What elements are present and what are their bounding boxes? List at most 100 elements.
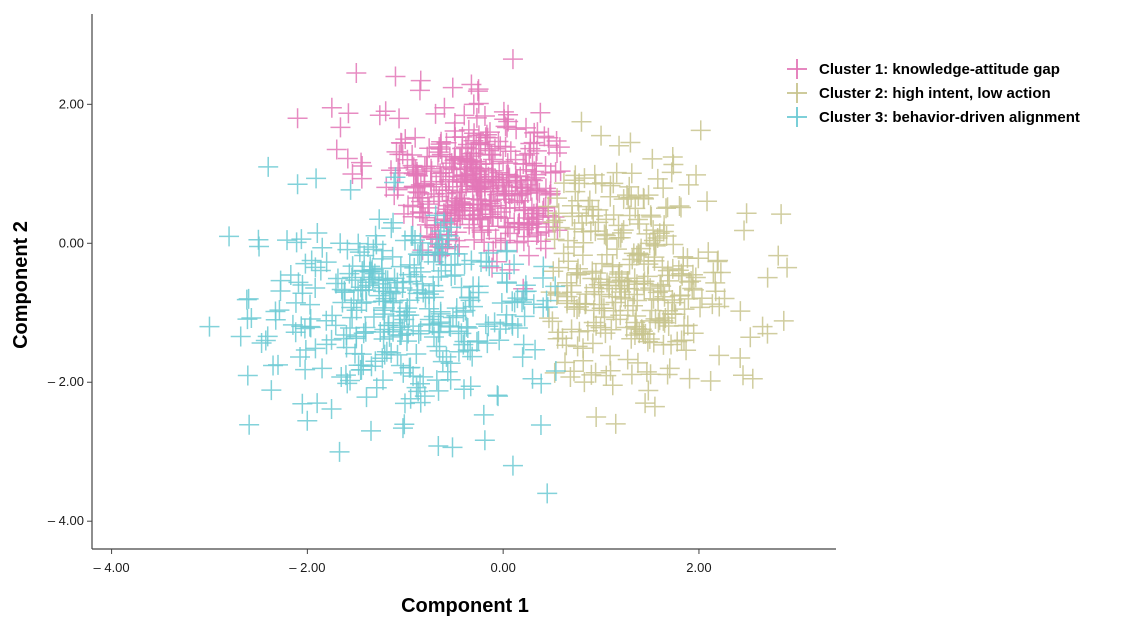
scatter-point bbox=[397, 149, 418, 170]
series-3 bbox=[199, 156, 566, 504]
scatter-point bbox=[568, 258, 589, 279]
scatter-point bbox=[617, 349, 638, 370]
scatter-point bbox=[237, 365, 258, 386]
scatter-point bbox=[334, 282, 355, 303]
scatter-point bbox=[376, 177, 397, 198]
scatter-point bbox=[335, 365, 356, 386]
scatter-point bbox=[626, 305, 647, 326]
scatter-point bbox=[403, 316, 424, 337]
scatter-point bbox=[730, 348, 751, 369]
scatter-point bbox=[502, 291, 523, 312]
scatter-point bbox=[459, 287, 480, 308]
scatter-point bbox=[513, 334, 534, 355]
scatter-point bbox=[237, 309, 258, 330]
scatter-point bbox=[337, 148, 358, 169]
scatter-point bbox=[466, 107, 487, 128]
scatter-point bbox=[444, 264, 465, 285]
scatter-point bbox=[674, 299, 695, 320]
scatter-point bbox=[384, 172, 405, 193]
scatter-point bbox=[410, 392, 431, 413]
scatter-point bbox=[458, 119, 479, 140]
scatter-point bbox=[424, 281, 445, 302]
legend-marker bbox=[787, 83, 807, 103]
scatter-point bbox=[504, 254, 525, 275]
scatter-point bbox=[402, 225, 423, 246]
scatter-point bbox=[594, 224, 615, 245]
scatter-point bbox=[321, 329, 342, 350]
scatter-point bbox=[455, 137, 476, 158]
scatter-point bbox=[294, 318, 315, 339]
scatter-point bbox=[567, 190, 588, 211]
scatter-point bbox=[291, 229, 312, 250]
legend-item: Cluster 3: behavior-driven alignment bbox=[787, 107, 1080, 127]
scatter-point bbox=[697, 191, 718, 212]
scatter-point bbox=[295, 253, 316, 274]
scatter-point bbox=[450, 166, 471, 187]
scatter-point bbox=[515, 275, 536, 296]
scatter-point bbox=[355, 317, 376, 338]
scatter-point bbox=[643, 288, 664, 309]
scatter-point bbox=[591, 284, 612, 305]
scatter-point bbox=[219, 226, 240, 247]
scatter-point bbox=[391, 133, 412, 154]
scatter-point bbox=[505, 166, 526, 187]
scatter-point bbox=[606, 162, 627, 183]
scatter-point bbox=[603, 300, 624, 321]
scatter-point bbox=[496, 273, 517, 294]
scatter-point bbox=[399, 357, 420, 378]
scatter-point bbox=[571, 111, 592, 132]
scatter-point bbox=[370, 322, 391, 343]
scatter-point bbox=[621, 187, 642, 208]
scatter-point bbox=[606, 239, 627, 260]
scatter-point bbox=[404, 257, 425, 278]
scatter-point bbox=[777, 257, 798, 278]
scatter-point bbox=[575, 294, 596, 315]
scatter-point bbox=[435, 209, 456, 230]
legend-label: Cluster 3: behavior-driven alignment bbox=[819, 109, 1080, 126]
scatter-point bbox=[429, 136, 450, 157]
scatter-point bbox=[442, 437, 463, 458]
scatter-point bbox=[469, 164, 490, 185]
scatter-point bbox=[249, 236, 270, 257]
scatter-point bbox=[428, 380, 449, 401]
scatter-point bbox=[431, 244, 452, 265]
scatter-point bbox=[736, 203, 757, 224]
scatter-point bbox=[616, 185, 637, 206]
scatter-point bbox=[733, 365, 753, 386]
scatter-point bbox=[676, 340, 697, 361]
scatter-point bbox=[507, 232, 528, 253]
scatter-point bbox=[306, 168, 327, 189]
scatter-point bbox=[442, 307, 463, 328]
scatter-point bbox=[392, 418, 413, 439]
scatter-point bbox=[653, 221, 674, 242]
scatter-point bbox=[422, 315, 443, 336]
scatter-point bbox=[436, 156, 457, 177]
x-axis-title: Component 1 bbox=[401, 595, 529, 617]
scatter-point bbox=[553, 243, 574, 264]
scatter-point bbox=[399, 254, 420, 275]
scatter-point bbox=[425, 103, 446, 124]
scatter-point bbox=[361, 356, 382, 377]
scatter-point bbox=[321, 398, 342, 419]
scatter-point bbox=[530, 102, 551, 123]
scatter-point bbox=[478, 242, 499, 263]
scatter-point bbox=[656, 198, 677, 219]
scatter-point bbox=[413, 282, 434, 303]
scatter-point bbox=[567, 299, 588, 320]
scatter-point bbox=[428, 224, 449, 245]
scatter-point bbox=[698, 242, 719, 263]
scatter-point bbox=[421, 161, 442, 182]
scatter-point bbox=[326, 139, 347, 160]
scatter-point bbox=[316, 310, 337, 331]
scatter-point bbox=[507, 317, 528, 338]
scatter-point bbox=[673, 246, 694, 267]
scatter-point bbox=[466, 133, 487, 154]
scatter-point bbox=[477, 333, 498, 354]
scatter-point bbox=[662, 146, 683, 167]
scatter-point bbox=[649, 310, 670, 331]
scatter-point bbox=[661, 162, 682, 183]
legend-marker bbox=[787, 59, 807, 79]
scatter-point bbox=[389, 108, 410, 129]
scatter-point bbox=[342, 163, 363, 184]
